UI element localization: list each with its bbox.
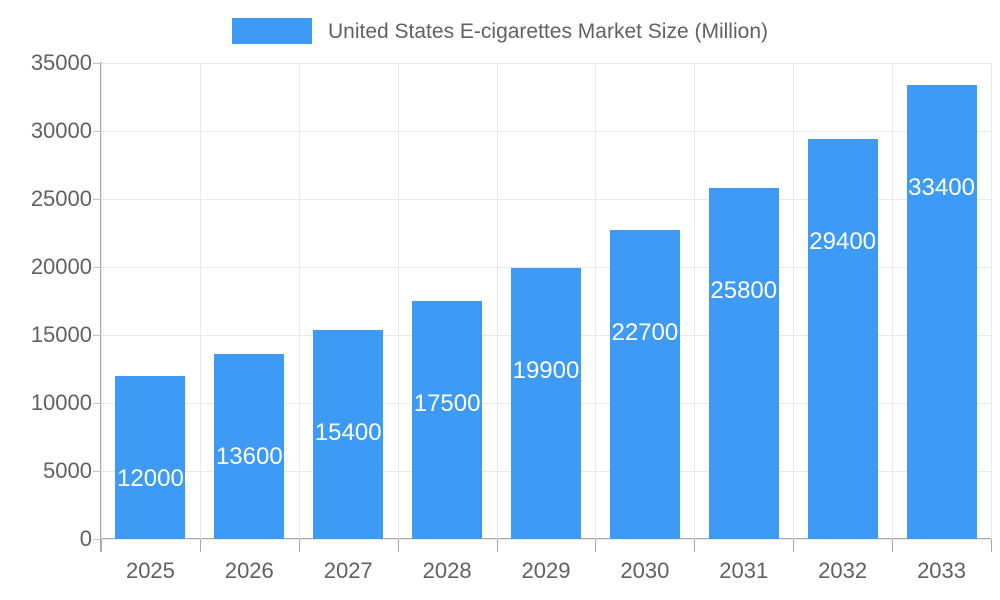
x-axis-tick-label: 2026 (224, 558, 274, 583)
bar-value-label: 25800 (710, 277, 778, 305)
x-axis-tick-label: 2033 (917, 558, 967, 583)
x-axis-tick-label: 2028 (422, 558, 472, 583)
y-axis-tick-label: 10000 (30, 390, 92, 415)
x-axis-tick-mark (892, 539, 893, 552)
bar[interactable] (708, 188, 779, 539)
gridline-vertical (793, 63, 794, 539)
bar[interactable] (807, 139, 878, 539)
y-axis-tick-label: 5000 (43, 458, 92, 483)
bar[interactable] (115, 375, 186, 539)
x-axis-tick-mark (398, 539, 399, 552)
bar-value-label: 22700 (611, 319, 679, 347)
gridline-horizontal (101, 131, 991, 132)
y-axis-tick-labels: 0 5000 10000 15000 20000 25000 30000 35000 (0, 0, 92, 600)
gridline-horizontal (101, 63, 991, 64)
y-axis-tick-mark (93, 471, 101, 472)
x-axis-tick-mark (793, 539, 794, 552)
gridline-vertical (694, 63, 695, 539)
x-axis-tick-mark (497, 539, 498, 552)
gridline-vertical (398, 63, 399, 539)
bar-value-label: 12000 (117, 464, 184, 492)
bar[interactable] (313, 329, 384, 539)
legend-series-label: United States E-cigarettes Market Size (… (328, 19, 768, 43)
x-axis-tick-labels: 2025 2026 2027 2028 2029 2030 2031 2032 2033 (101, 560, 991, 590)
y-axis-tick-label: 0 (79, 526, 92, 551)
gridline-horizontal (101, 539, 991, 540)
y-axis-tick-mark (93, 63, 101, 64)
gridline-vertical (991, 63, 992, 539)
y-axis-tick-label: 30000 (30, 118, 92, 143)
y-axis-tick-label: 25000 (30, 186, 92, 211)
gridline-vertical (595, 63, 596, 539)
bar-value-label: 13600 (215, 443, 283, 471)
plot-area: 12000 13600 15400 17500 19900 22700 25800 29400… (93, 63, 992, 552)
bar-value-label: 33400 (908, 173, 975, 201)
bar[interactable] (214, 354, 285, 539)
x-axis-tick-label: 2030 (620, 558, 670, 583)
y-axis-tick-label: 35000 (30, 50, 92, 75)
x-axis-tick-label: 2032 (818, 558, 868, 583)
x-axis-tick-mark (595, 539, 596, 552)
gridline-vertical (299, 63, 300, 539)
legend-color-swatch (232, 18, 312, 44)
y-axis-tick-mark (93, 539, 101, 540)
gridline-vertical (892, 63, 893, 539)
y-axis-tick-label: 15000 (30, 322, 92, 347)
bar[interactable] (511, 268, 581, 539)
x-axis-tick-label: 2025 (125, 558, 175, 583)
gridline-horizontal (101, 267, 991, 268)
x-axis-tick-mark (299, 539, 300, 552)
x-axis-tick-mark (694, 539, 695, 552)
bar-value-label: 15400 (314, 418, 382, 446)
gridline-vertical (497, 63, 498, 539)
y-axis-tick-mark (93, 199, 101, 200)
x-axis-tick-mark (991, 539, 992, 552)
y-axis-tick-mark (93, 267, 101, 268)
bar-value-label: 17500 (413, 390, 481, 417)
x-axis-tick-mark (101, 539, 102, 552)
gridline-horizontal (101, 199, 991, 200)
y-axis-tick-label: 20000 (30, 254, 92, 279)
bar-value-label: 19900 (512, 357, 580, 385)
bar[interactable] (609, 230, 680, 539)
x-axis-tick-label: 2027 (323, 558, 373, 583)
gridline-vertical (101, 63, 102, 539)
x-axis-tick-label: 2029 (521, 558, 571, 583)
bar-value-label: 29400 (809, 228, 877, 256)
y-axis-tick-mark (93, 335, 101, 336)
x-axis-tick-mark (200, 539, 201, 552)
y-axis-tick-mark (93, 403, 101, 404)
x-axis-tick-label: 2031 (719, 558, 769, 583)
bar[interactable] (906, 84, 977, 539)
chart-legend: United States E-cigarettes Market Size (… (0, 14, 1000, 48)
bar[interactable] (412, 301, 483, 539)
y-axis-tick-mark (93, 131, 101, 132)
gridline-vertical (200, 63, 201, 539)
